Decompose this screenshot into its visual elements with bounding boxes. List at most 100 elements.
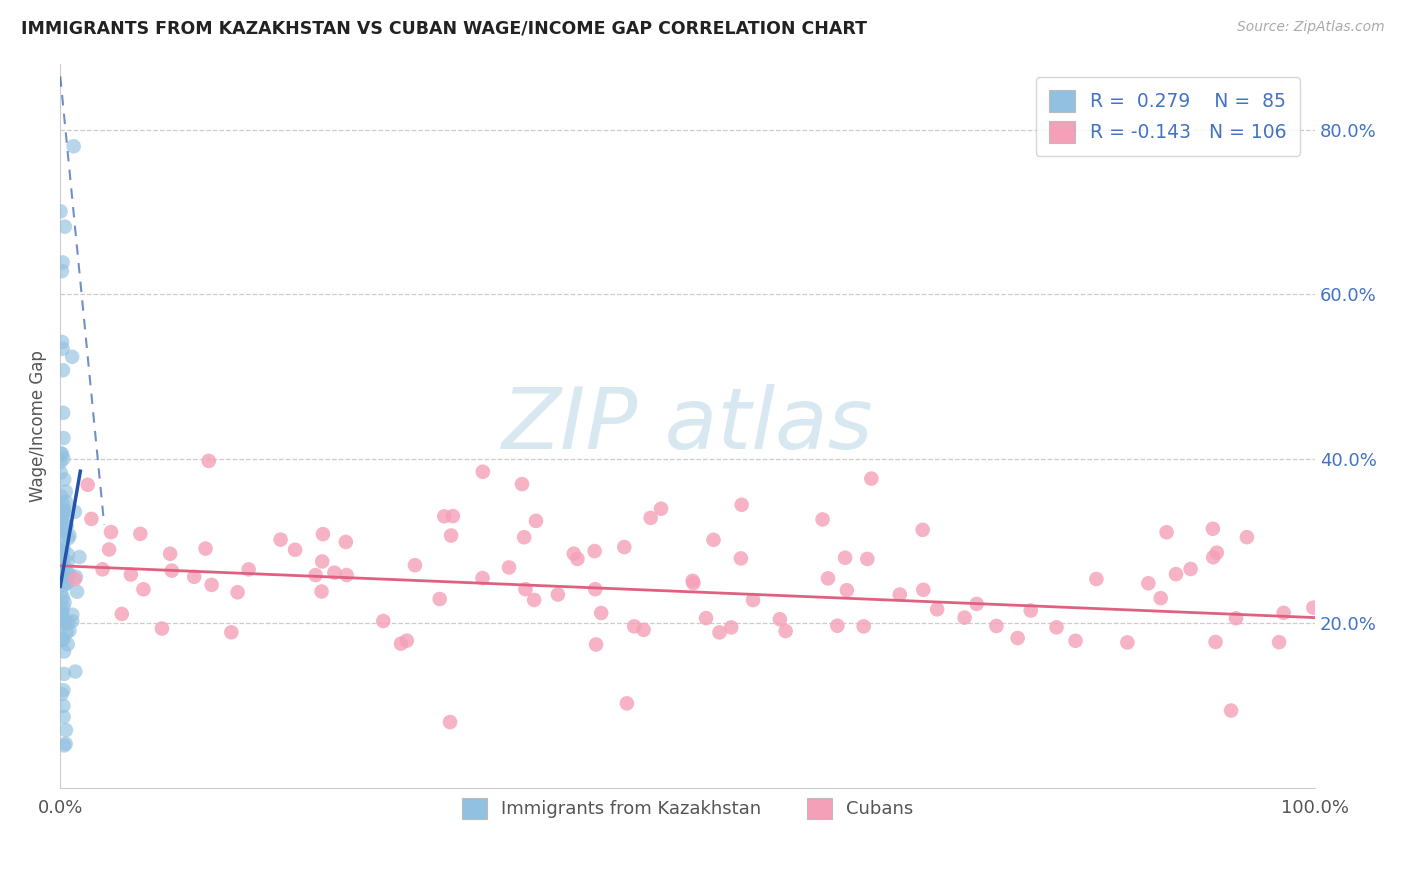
Point [1202, 522, 1225, 536]
Point [159, 547, 181, 561]
Point [311, 554, 333, 568]
Point [49, 613, 72, 627]
Point [510, 477, 533, 491]
Point [304, 568, 326, 582]
Point [52, 558, 75, 573]
Point [49, 466, 72, 480]
Point [1019, 603, 1042, 617]
Point [889, 587, 911, 601]
Point [441, 509, 464, 524]
Point [1116, 635, 1139, 649]
Point [58, 624, 80, 638]
Point [395, 633, 418, 648]
Point [56, 576, 79, 591]
Point [835, 583, 858, 598]
Point [51, 507, 73, 521]
Point [585, 638, 607, 652]
Point [591, 606, 613, 620]
Point [650, 501, 672, 516]
Point [56, 637, 79, 651]
Point [389, 637, 412, 651]
Point [633, 623, 655, 637]
Point [52, 363, 75, 377]
Point [986, 619, 1008, 633]
Point [583, 582, 606, 597]
Point [336, 568, 359, 582]
Point [49, 204, 72, 219]
Point [201, 578, 224, 592]
Point [55, 625, 77, 640]
Point [194, 541, 217, 556]
Point [966, 597, 988, 611]
Point [52, 600, 75, 615]
Point [852, 619, 875, 633]
Point [547, 588, 569, 602]
Point [49, 446, 72, 460]
Point [515, 582, 537, 597]
Point [56, 566, 79, 580]
Point [52, 431, 75, 445]
Point [52, 644, 75, 658]
Point [311, 584, 333, 599]
Point [471, 571, 494, 585]
Point [53, 219, 76, 234]
Point [150, 622, 173, 636]
Point [49, 521, 72, 535]
Point [67, 550, 90, 565]
Point [1156, 525, 1178, 540]
Point [56, 574, 79, 589]
Point [51, 550, 73, 565]
Point [120, 567, 142, 582]
Point [52, 614, 75, 628]
Point [811, 512, 834, 526]
Point [335, 535, 357, 549]
Point [860, 472, 883, 486]
Point [720, 620, 742, 634]
Point [55, 570, 77, 584]
Point [373, 614, 395, 628]
Point [60, 350, 83, 364]
Point [51, 607, 73, 621]
Point [51, 264, 73, 278]
Point [524, 514, 547, 528]
Point [312, 527, 335, 541]
Point [730, 498, 752, 512]
Point [440, 528, 463, 542]
Point [100, 524, 122, 539]
Point [53, 666, 76, 681]
Point [76, 477, 98, 491]
Point [817, 571, 839, 585]
Point [52, 683, 75, 698]
Point [1045, 620, 1067, 634]
Point [49, 511, 72, 525]
Point [623, 619, 645, 633]
Point [1180, 562, 1202, 576]
Point [927, 602, 949, 616]
Point [63, 572, 86, 586]
Point [132, 582, 155, 597]
Point [51, 605, 73, 619]
Point [52, 406, 75, 420]
Point [471, 465, 494, 479]
Point [775, 624, 797, 638]
Point [98, 542, 121, 557]
Point [1205, 546, 1227, 560]
Point [1225, 611, 1247, 625]
Point [49, 543, 72, 558]
Point [55, 737, 77, 751]
Point [52, 698, 75, 713]
Point [58, 531, 80, 545]
Point [52, 255, 75, 269]
Point [53, 472, 76, 486]
Point [433, 509, 456, 524]
Point [439, 714, 461, 729]
Point [562, 547, 585, 561]
Point [51, 334, 73, 349]
Point [49, 455, 72, 469]
Point [53, 739, 76, 753]
Point [1268, 635, 1291, 649]
Point [1007, 631, 1029, 645]
Point [953, 610, 976, 624]
Point [52, 557, 75, 571]
Point [49, 531, 72, 545]
